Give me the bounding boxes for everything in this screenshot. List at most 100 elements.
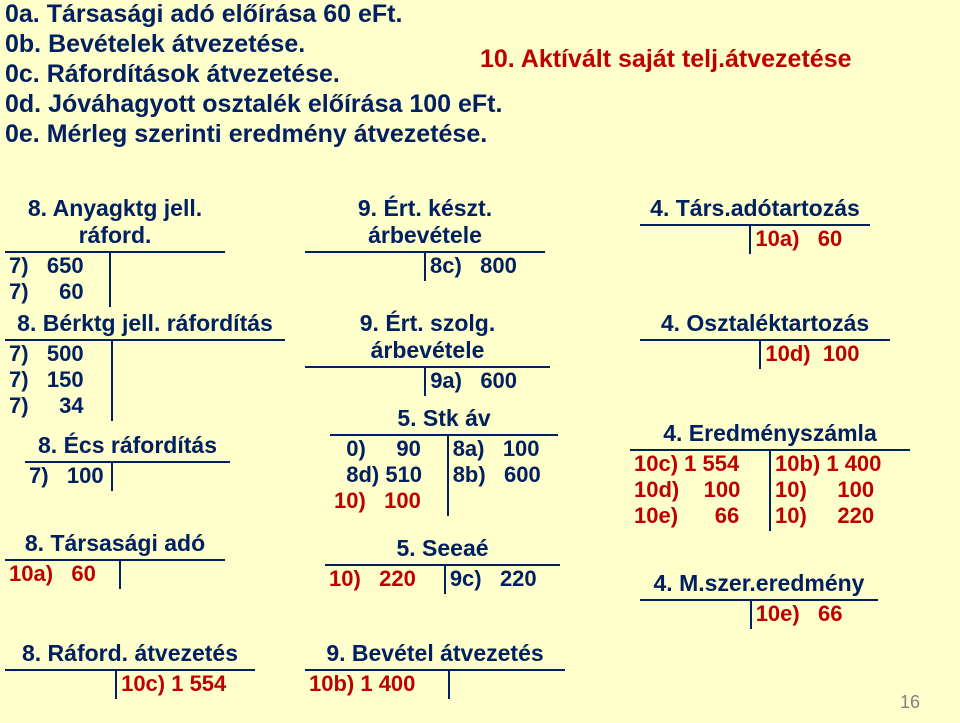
debit-entry (644, 341, 755, 367)
debit-column: 10b) 1 400 (305, 671, 450, 699)
account-seeae: 5. Seeaé10) 220 9c) 220 (325, 535, 560, 594)
debit-column: 7) 6507) 60 (5, 253, 111, 307)
credit-column (111, 253, 225, 307)
account-anyagktg: 8. Anyagktg jell. ráford.7) 6507) 60 (5, 195, 225, 307)
debit-entry: 10a) 60 (9, 561, 115, 587)
intro-0b: 0b. Bevételek átvezetése. (5, 30, 305, 59)
account-ecs: 8. Écs ráfordítás7) 100 (25, 432, 230, 491)
debit-entry (644, 226, 745, 252)
debit-entry (309, 368, 420, 394)
credit-entry: 10) 220 (775, 503, 906, 529)
debit-entry (9, 671, 111, 697)
debit-entry: 8d) 510 (334, 462, 443, 488)
debit-entry: 7) 100 (29, 463, 107, 489)
credit-entry: 8a) 100 (453, 436, 554, 462)
debit-column: 10c) 1 55410d) 10010e) 66 (630, 451, 771, 531)
debit-column: 7) 100 (25, 463, 113, 491)
account-mszer-eredm: 4. M.szer.eredmény 10e) 66 (640, 570, 878, 629)
debit-entry: 10b) 1 400 (309, 671, 444, 697)
page-number: 16 (900, 692, 920, 713)
account-raford-atvez: 8. Ráford. átvezetés 10c) 1 554 (5, 640, 255, 699)
account-title: 8. Ráford. átvezetés (5, 640, 255, 671)
account-berktg: 8. Bérktg jell. ráfordítás7) 5007) 1507)… (5, 310, 285, 421)
debit-entry: 0) 90 (334, 436, 443, 462)
account-title: 5. Stk áv (330, 405, 558, 436)
account-title: 8. Anyagktg jell. ráford. (5, 195, 225, 253)
intro-0d: 0d. Jóváhagyott osztalék előírása 100 eF… (5, 90, 502, 119)
debit-entry: 7) 150 (9, 367, 107, 393)
credit-column (113, 463, 230, 491)
account-title: 5. Seeaé (325, 535, 560, 566)
debit-entry: 10) 220 (329, 566, 440, 592)
credit-column (113, 341, 285, 421)
credit-entry (117, 341, 281, 367)
debit-column (640, 601, 752, 629)
account-tars-adotart: 4. Társ.adótartozás 10a) 60 (640, 195, 870, 254)
account-title: 8. Écs ráfordítás (25, 432, 230, 463)
credit-column (450, 671, 565, 699)
debit-column: 10a) 60 (5, 561, 121, 589)
debit-entry: 7) 500 (9, 341, 107, 367)
credit-column: 10a) 60 (751, 226, 870, 254)
debit-column (305, 368, 426, 396)
account-title: 4. Eredményszámla (630, 420, 910, 451)
account-bevetel-atvez: 9. Bevétel átvezetés10b) 1 400 (305, 640, 565, 699)
account-title: 9. Ért. készt. árbevétele (305, 195, 545, 253)
debit-column (640, 226, 751, 254)
debit-entry: 10) 100 (334, 488, 443, 514)
credit-entry (117, 367, 281, 393)
intro-0a: 0a. Társasági adó előírása 60 eFt. (5, 0, 402, 29)
intro-10: 10. Aktívált saját telj.átvezetése (480, 45, 852, 74)
debit-entry: 7) 34 (9, 393, 107, 419)
credit-entry: 10d) 100 (765, 341, 886, 367)
account-title: 9. Ért. szolg. árbevétele (305, 310, 550, 368)
account-title: 4. Társ.adótartozás (640, 195, 870, 226)
credit-entry: 9c) 220 (450, 566, 556, 592)
debit-entry: 7) 60 (9, 279, 105, 305)
credit-entry (125, 561, 221, 587)
account-title: 4. Osztaléktartozás (640, 310, 890, 341)
credit-column: 9a) 600 (426, 368, 550, 396)
credit-entry (115, 253, 221, 279)
account-title: 8. Társasági adó (5, 530, 225, 561)
account-ert-szolg: 9. Ért. szolg. árbevétele 9a) 600 (305, 310, 550, 396)
debit-entry (644, 601, 746, 627)
debit-entry: 10e) 66 (634, 503, 765, 529)
account-stk-av: 5. Stk áv 0) 90 8d) 51010) 1008a) 1008b)… (330, 405, 558, 516)
debit-entry (309, 253, 420, 279)
account-tarsasagi-ado: 8. Társasági adó10a) 60 (5, 530, 225, 589)
debit-entry: 7) 650 (9, 253, 105, 279)
credit-column (121, 561, 225, 589)
credit-column: 10c) 1 554 (117, 671, 255, 699)
credit-entry (454, 671, 561, 697)
account-title: 8. Bérktg jell. ráfordítás (5, 310, 285, 341)
credit-entry (117, 393, 281, 419)
credit-column: 8a) 1008b) 600 (449, 436, 558, 516)
credit-entry: 10a) 60 (755, 226, 866, 252)
intro-0c: 0c. Ráfordítások átvezetése. (5, 60, 340, 89)
credit-entry: 10) 100 (775, 477, 906, 503)
debit-column (5, 671, 117, 699)
credit-entry: 8b) 600 (453, 462, 554, 488)
credit-column: 10d) 100 (761, 341, 890, 369)
credit-entry (453, 488, 554, 514)
account-osztalekt: 4. Osztaléktartozás 10d) 100 (640, 310, 890, 369)
debit-column (305, 253, 426, 281)
account-eredmenyszla: 4. Eredményszámla10c) 1 55410d) 10010e) … (630, 420, 910, 531)
account-ert-keszt: 9. Ért. készt. árbevétele 8c) 800 (305, 195, 545, 281)
credit-entry: 10e) 66 (756, 601, 874, 627)
credit-entry: 8c) 800 (430, 253, 541, 279)
intro-0e: 0e. Mérleg szerinti eredmény átvezetése. (5, 120, 487, 149)
debit-column: 7) 5007) 1507) 34 (5, 341, 113, 421)
credit-entry: 10c) 1 554 (121, 671, 251, 697)
credit-column: 8c) 800 (426, 253, 545, 281)
credit-column: 9c) 220 (446, 566, 560, 594)
credit-entry: 9a) 600 (430, 368, 546, 394)
debit-column: 0) 90 8d) 51010) 100 (330, 436, 449, 516)
account-title: 4. M.szer.eredmény (640, 570, 878, 601)
credit-column: 10e) 66 (752, 601, 878, 629)
debit-entry: 10d) 100 (634, 477, 765, 503)
credit-column: 10b) 1 40010) 10010) 220 (771, 451, 910, 531)
debit-entry: 10c) 1 554 (634, 451, 765, 477)
debit-column (640, 341, 761, 369)
